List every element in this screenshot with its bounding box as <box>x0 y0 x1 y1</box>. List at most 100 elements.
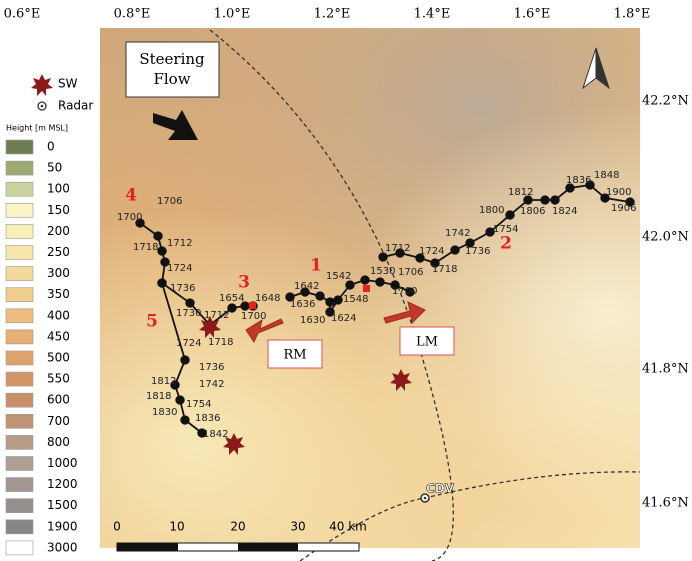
legend-swatch <box>6 161 33 175</box>
time-label: 1712 <box>204 310 229 321</box>
track-number: 2 <box>500 234 512 254</box>
time-label: 1724 <box>167 263 192 274</box>
time-label: 1712 <box>167 238 192 249</box>
legend-swatch <box>6 499 33 513</box>
track-number: 4 <box>125 186 137 206</box>
legend-swatch <box>6 140 33 154</box>
legend-swatch <box>6 541 33 555</box>
legend-label: 600 <box>47 393 70 407</box>
time-label: 1836 <box>195 413 220 424</box>
legend-label: 550 <box>47 372 70 386</box>
legend-label: SW <box>58 77 78 91</box>
legend-label: 350 <box>47 287 70 301</box>
rm-label: RM <box>283 348 306 363</box>
time-label: 1736 <box>170 283 195 294</box>
legend-swatch <box>6 182 33 196</box>
legend-label: 300 <box>47 266 70 280</box>
legend-swatch <box>6 351 33 365</box>
lon-label: 0.6°E <box>4 7 41 22</box>
scale-bar-label: 40 km <box>329 520 367 534</box>
time-label: 1754 <box>186 399 211 410</box>
time-label: 1818 <box>146 391 171 402</box>
lat-label: 42.2°N <box>642 94 689 109</box>
lon-label: 1.4°E <box>414 7 451 22</box>
position-marker <box>363 285 370 292</box>
legend-swatch <box>6 393 33 407</box>
legend-label: 450 <box>47 329 70 343</box>
legend-swatch <box>6 309 33 323</box>
time-label: 1842 <box>203 429 228 440</box>
scale-bar-segment <box>117 543 178 551</box>
time-label: 1624 <box>331 313 356 324</box>
legend-label: 400 <box>47 308 70 322</box>
legend-radar-dot <box>41 105 44 108</box>
time-label: 1706 <box>398 267 423 278</box>
legend-swatch <box>6 288 33 302</box>
radar-site-dot <box>424 497 427 500</box>
lon-label: 1.2°E <box>314 7 351 22</box>
time-label: 1700 <box>392 286 417 297</box>
legend-label: 800 <box>47 435 70 449</box>
lat-label: 41.6°N <box>642 496 689 511</box>
time-label: 1900 <box>606 187 631 198</box>
time-label: 1718 <box>432 264 457 275</box>
legend-swatch <box>6 478 33 492</box>
time-label: 1548 <box>343 294 368 305</box>
time-label: 1654 <box>219 293 244 304</box>
legend-label: 700 <box>47 414 70 428</box>
time-label: 1712 <box>385 243 410 254</box>
legend-swatch <box>6 246 33 260</box>
time-label: 1700 <box>241 311 266 322</box>
legend-swatch <box>6 330 33 344</box>
time-label: 1736 <box>465 246 490 257</box>
legend-swatch <box>6 520 33 534</box>
legend-swatch <box>6 372 33 386</box>
legend-label: 3000 <box>47 540 78 554</box>
time-label: 1736 <box>199 362 224 373</box>
scale-bar-label: 0 <box>113 520 121 534</box>
time-label: 1718 <box>133 242 158 253</box>
time-label: 1824 <box>552 206 577 217</box>
time-label: 1812 <box>508 187 533 198</box>
scale-bar-label: 10 <box>169 520 184 534</box>
scale-bar-segment <box>238 543 298 551</box>
time-label: 1742 <box>445 228 470 239</box>
scale-bar-label: 30 <box>290 520 305 534</box>
legend-label: 0 <box>47 140 55 154</box>
legend-label: 1900 <box>47 519 78 533</box>
legend-swatch <box>6 435 33 449</box>
legend-swatch <box>6 457 33 471</box>
time-label: 1542 <box>326 271 351 282</box>
lon-label: 1.8°E <box>614 7 651 22</box>
time-label: 1848 <box>594 170 619 181</box>
map: 0.6°E0.8°E1.0°E1.2°E1.4°E1.6°E1.8°E42.2°… <box>0 0 692 561</box>
time-label: 1906 <box>611 203 636 214</box>
track-number: 3 <box>238 273 250 293</box>
radar-site-label: CDV <box>426 482 455 496</box>
time-label: 1630 <box>300 315 325 326</box>
legend-title: Height [m MSL] <box>6 124 68 133</box>
legend-label: 1200 <box>47 477 78 491</box>
legend-label: 1000 <box>47 456 78 470</box>
legend-swatch <box>6 267 33 281</box>
legend-label: 50 <box>47 161 62 175</box>
steering-flow-label: Steering <box>139 50 205 68</box>
time-label: 1830 <box>152 407 177 418</box>
legend-label: 200 <box>47 224 70 238</box>
time-label: 1642 <box>294 281 319 292</box>
legend-label: 150 <box>47 203 70 217</box>
time-label: 1806 <box>520 206 545 217</box>
time-label: 1800 <box>479 205 504 216</box>
lat-label: 41.8°N <box>642 362 689 377</box>
time-label: 1724 <box>176 338 201 349</box>
legend-swatch <box>6 224 33 238</box>
lat-label: 42.0°N <box>642 230 689 245</box>
time-label: 1724 <box>419 246 444 257</box>
track-number: 1 <box>310 256 322 276</box>
lm-label: LM <box>416 335 438 350</box>
lon-label: 1.0°E <box>214 7 251 22</box>
steering-flow-label: Flow <box>153 70 190 88</box>
legend-label: 500 <box>47 351 70 365</box>
legend-label: 100 <box>47 182 70 196</box>
time-label: 1636 <box>290 299 315 310</box>
